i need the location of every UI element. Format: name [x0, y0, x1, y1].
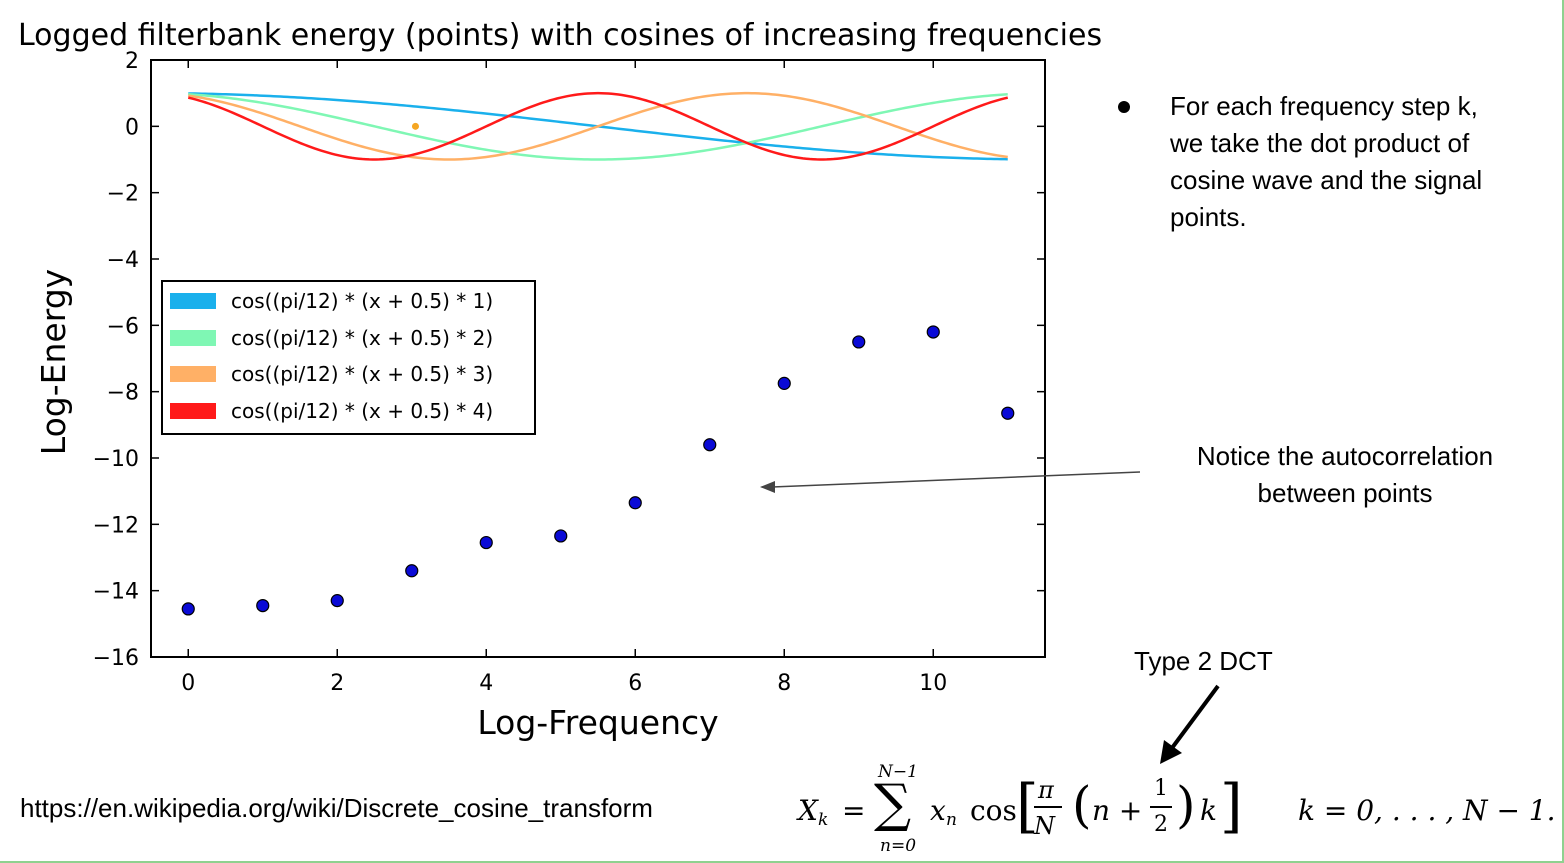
- data-point: [554, 529, 568, 543]
- y-tick-label: −16: [93, 646, 139, 671]
- legend-label-2: cos((pi/12) * (x + 0.5) * 2): [231, 326, 493, 350]
- dct-formula: X k = N−1 ∑ n=0 x n cos [ π N ( n + 1 2 …: [790, 758, 1556, 858]
- formula-frac-bar-2: [1150, 806, 1172, 808]
- formula-sigma: ∑: [874, 774, 912, 834]
- legend-label-4: cos((pi/12) * (x + 0.5) * 4): [231, 399, 493, 423]
- data-point: [628, 496, 642, 510]
- cosine-line-4: [187, 91, 1009, 161]
- legend-swatch-4: [170, 403, 216, 419]
- x-tick-label: 2: [330, 671, 344, 696]
- data-point: [256, 598, 270, 613]
- formula-xn-sub: n: [946, 810, 957, 830]
- formula-sum-lower: n=0: [880, 836, 917, 856]
- data-point: [703, 438, 717, 452]
- formula-bracket-right: ]: [1220, 772, 1243, 840]
- bullet-dot: [1118, 101, 1130, 113]
- y-tick-label: −8: [107, 381, 139, 406]
- formula-N: N: [1034, 812, 1055, 840]
- dct-label: Type 2 DCT: [1134, 646, 1273, 676]
- x-tick-label: 4: [479, 671, 493, 696]
- formula-pi: π: [1038, 776, 1054, 804]
- legend-label-1: cos((pi/12) * (x + 0.5) * 1): [231, 289, 493, 313]
- bullet-text: For each frequency step k, we take the d…: [1170, 91, 1483, 232]
- formula-bracket-left: [: [1016, 772, 1039, 840]
- data-point: [181, 602, 195, 616]
- legend-box: [161, 280, 536, 435]
- formula-xn: x: [930, 794, 946, 827]
- data-point: [405, 564, 419, 578]
- dct-arrow: [1160, 684, 1220, 764]
- cosine-line-2: [188, 93, 1008, 161]
- notice-text: Notice the autocorrelation between point…: [1196, 441, 1494, 508]
- formula-two: 2: [1154, 812, 1168, 837]
- formula-one: 1: [1154, 776, 1168, 801]
- legend-label-3: cos((pi/12) * (x + 0.5) * 3): [231, 362, 493, 386]
- legend-swatch-1: [170, 293, 216, 309]
- y-axis-label: Log-Energy: [34, 269, 73, 455]
- legend-swatch-3: [170, 366, 216, 382]
- formula-lhs: X: [798, 794, 818, 827]
- formula-equals: =: [842, 794, 866, 827]
- x-tick-label: 0: [181, 671, 195, 696]
- legend: cos((pi/12) * (x + 0.5) * 1) cos((pi/12)…: [161, 280, 536, 435]
- data-point: [330, 594, 344, 608]
- x-tick-label: 8: [777, 671, 791, 696]
- x-tick-label: 10: [919, 671, 947, 696]
- legend-swatch-2: [170, 330, 216, 346]
- notice-arrow: [760, 471, 1141, 493]
- y-tick-label: −14: [93, 580, 139, 605]
- formula-paren-left: (: [1072, 776, 1092, 834]
- formula-range: k = 0, . . . , N − 1.: [1298, 794, 1556, 827]
- x-tick-label: 6: [628, 671, 642, 696]
- y-tick-label: −4: [107, 248, 139, 273]
- data-point: [777, 376, 791, 390]
- cosine-line-3: [188, 91, 1008, 161]
- data-point: [479, 535, 493, 550]
- data-point: [852, 335, 866, 349]
- y-tick-label: −6: [107, 314, 139, 339]
- formula-paren-right: ): [1176, 776, 1196, 834]
- formula-lhs-sub: k: [818, 810, 829, 830]
- y-tick-label: −12: [93, 513, 139, 538]
- chart-title: Logged filterbank energy (points) with c…: [18, 18, 1102, 53]
- y-tick-label: −10: [93, 447, 139, 472]
- data-point: [926, 325, 940, 339]
- formula-sum-upper: N−1: [878, 762, 918, 782]
- wikipedia-url[interactable]: https://en.wikipedia.org/wiki/Discrete_c…: [20, 793, 653, 823]
- y-tick-label: 2: [125, 49, 139, 74]
- y-tick-label: −2: [107, 182, 139, 207]
- plot-frame: [150, 59, 1046, 658]
- formula-frac-bar-1: [1034, 806, 1062, 808]
- formula-k: k: [1200, 794, 1217, 827]
- x-axis-label: Log-Frequency: [477, 703, 718, 742]
- data-point: [1001, 406, 1015, 420]
- y-tick-label: 0: [125, 115, 139, 140]
- formula-n-plus: n +: [1092, 794, 1143, 827]
- formula-cos: cos: [970, 794, 1017, 827]
- stray-point: [411, 122, 419, 130]
